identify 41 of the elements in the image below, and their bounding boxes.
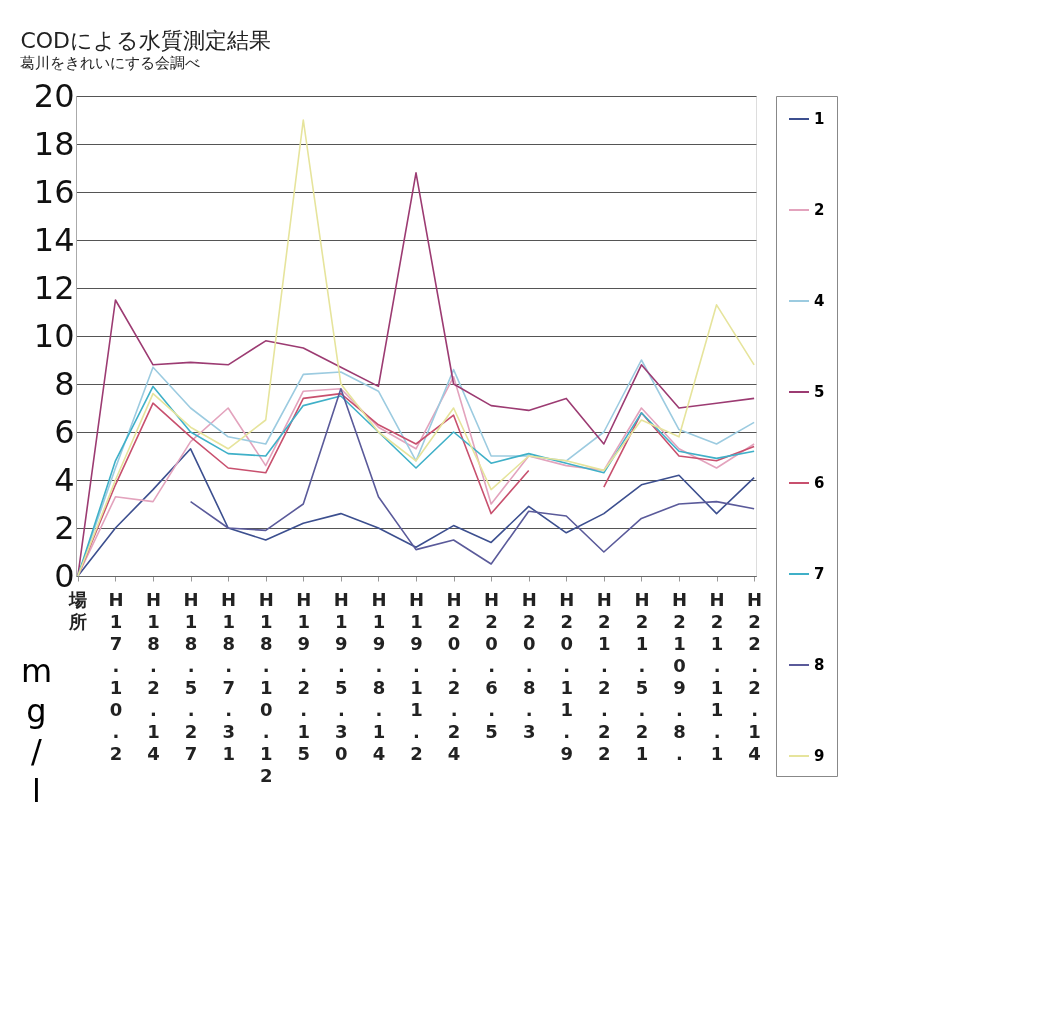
x-tick-label: H20.8.3	[521, 588, 537, 742]
x-tick-label: H19.2.15	[296, 588, 312, 764]
line-series	[77, 448, 755, 577]
chart-title: CODによる水質測定結果	[20, 28, 272, 53]
chart-subtitle: 葛川をきれいにする会調べ	[20, 54, 201, 72]
x-tick-label: H18.5.27	[183, 588, 199, 764]
x-tick-label: H18.7.31	[221, 588, 237, 764]
y-axis-title: mg/l	[20, 651, 53, 810]
legend-label: 8	[814, 656, 825, 674]
legend-label: 6	[814, 474, 825, 492]
x-tick-label: H21.11.1	[709, 588, 725, 764]
legend-label: 9	[814, 747, 825, 765]
y-tick-label: 2	[54, 508, 75, 547]
x-tick-label: H19.8.14	[371, 588, 387, 764]
y-tick-label: 6	[54, 412, 75, 451]
y-tick-label: 18	[33, 124, 75, 163]
x-tick-label: H19.5.30	[333, 588, 349, 764]
x-tick-label: H2109.8.	[671, 588, 688, 764]
y-tick-label: 14	[33, 220, 75, 259]
y-tick-label: 12	[33, 268, 75, 307]
line-series	[189, 388, 755, 565]
y-tick-label: 8	[54, 364, 75, 403]
y-tick-label: 16	[33, 172, 75, 211]
x-tick-label: H20.6.5	[484, 588, 500, 742]
x-tick-label: H20.11.9	[559, 588, 575, 764]
x-tick-label: H19.11.2	[408, 588, 425, 764]
x-tick-label: H22.2.14	[747, 588, 763, 764]
x-tick-label: H18.2.14	[145, 588, 162, 764]
legend-label: 4	[814, 292, 825, 310]
x-tick-label: H21.5.21	[634, 588, 650, 764]
x-tick-label: H20.2.24	[446, 588, 462, 764]
x-tick-label: H17.10.2	[108, 588, 124, 764]
x-tick-label: H21.2.22	[596, 588, 612, 764]
legend-label: 1	[814, 110, 825, 128]
y-tick-label: 4	[54, 460, 75, 499]
legend-label: 2	[814, 201, 825, 219]
y-tick-label: 20	[33, 76, 75, 115]
legend-label: 7	[814, 565, 825, 583]
category-label: H18.10.12	[258, 588, 274, 786]
y-tick-label: 10	[33, 316, 75, 355]
legend-label: 5	[814, 383, 825, 401]
